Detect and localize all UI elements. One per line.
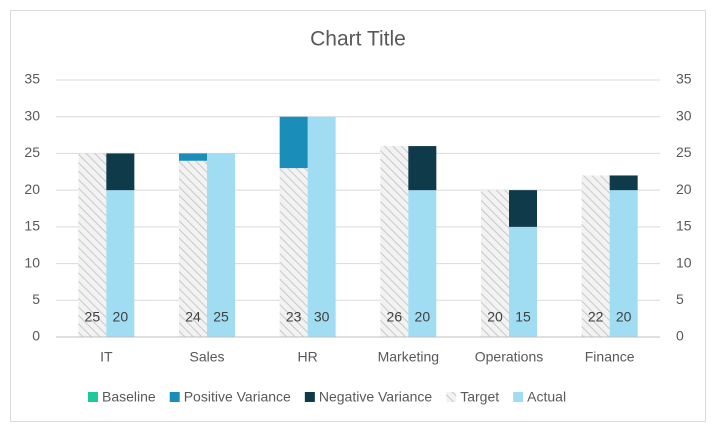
y2-tick-label: 20 xyxy=(676,181,692,197)
bar xyxy=(179,160,207,337)
bar xyxy=(481,190,509,337)
data-label: 15 xyxy=(515,309,531,325)
y-tick-label: 10 xyxy=(24,254,40,270)
y-tick-label: 20 xyxy=(24,181,40,197)
y2-tick-label: 30 xyxy=(676,107,692,123)
bar xyxy=(279,168,308,337)
x-tick-label: Marketing xyxy=(378,349,439,365)
x-tick-label: Operations xyxy=(475,349,543,365)
data-label: 20 xyxy=(113,309,129,325)
variance-bar xyxy=(106,153,135,191)
bar xyxy=(509,226,537,337)
legend-label: Actual xyxy=(527,389,566,405)
variance-bar xyxy=(179,153,207,161)
legend-swatch xyxy=(446,392,457,402)
variance-bar xyxy=(609,175,638,191)
bar xyxy=(78,153,107,337)
y-tick-label: 15 xyxy=(24,218,40,234)
bar xyxy=(106,190,135,337)
y-tick-label: 5 xyxy=(32,291,40,307)
data-label: 20 xyxy=(487,309,503,325)
data-label: 23 xyxy=(286,309,302,325)
x-tick-label: Finance xyxy=(585,349,635,365)
y2-tick-label: 35 xyxy=(676,71,692,87)
legend-label: Positive Variance xyxy=(184,389,291,405)
chart-title: Chart Title xyxy=(310,28,406,51)
bar xyxy=(207,153,235,337)
bar xyxy=(307,116,336,337)
y-tick-label: 30 xyxy=(24,107,40,123)
legend-swatch xyxy=(169,392,180,402)
legend-label: Baseline xyxy=(102,389,156,405)
y2-tick-label: 15 xyxy=(676,218,692,234)
data-label: 20 xyxy=(616,309,632,325)
y2-tick-label: 25 xyxy=(676,144,692,160)
data-label: 20 xyxy=(415,309,431,325)
variance-bar xyxy=(408,146,437,191)
data-label: 22 xyxy=(588,309,604,325)
legend-label: Target xyxy=(460,389,499,405)
x-tick-label: Sales xyxy=(189,349,224,365)
data-label: 30 xyxy=(314,309,330,325)
bar xyxy=(380,146,409,337)
y-tick-label: 0 xyxy=(32,328,40,344)
y-tick-label: 25 xyxy=(24,144,40,160)
x-tick-label: IT xyxy=(100,349,113,365)
legend-swatch xyxy=(304,392,315,402)
data-label: 25 xyxy=(85,309,101,325)
variance-bar xyxy=(509,190,537,227)
data-label: 26 xyxy=(387,309,403,325)
data-label: 24 xyxy=(185,309,201,325)
bar xyxy=(408,190,437,337)
legend-swatch xyxy=(513,392,524,402)
y-tick-label: 35 xyxy=(24,71,40,87)
bar xyxy=(609,190,638,337)
y2-tick-label: 0 xyxy=(676,328,684,344)
legend-swatch xyxy=(88,392,98,402)
legend-label: Negative Variance xyxy=(319,389,433,405)
variance-bar xyxy=(279,116,308,169)
data-label: 25 xyxy=(213,309,229,325)
y2-tick-label: 10 xyxy=(676,254,692,270)
y2-tick-label: 5 xyxy=(676,291,684,307)
x-tick-label: HR xyxy=(298,349,318,365)
bar xyxy=(581,175,610,337)
